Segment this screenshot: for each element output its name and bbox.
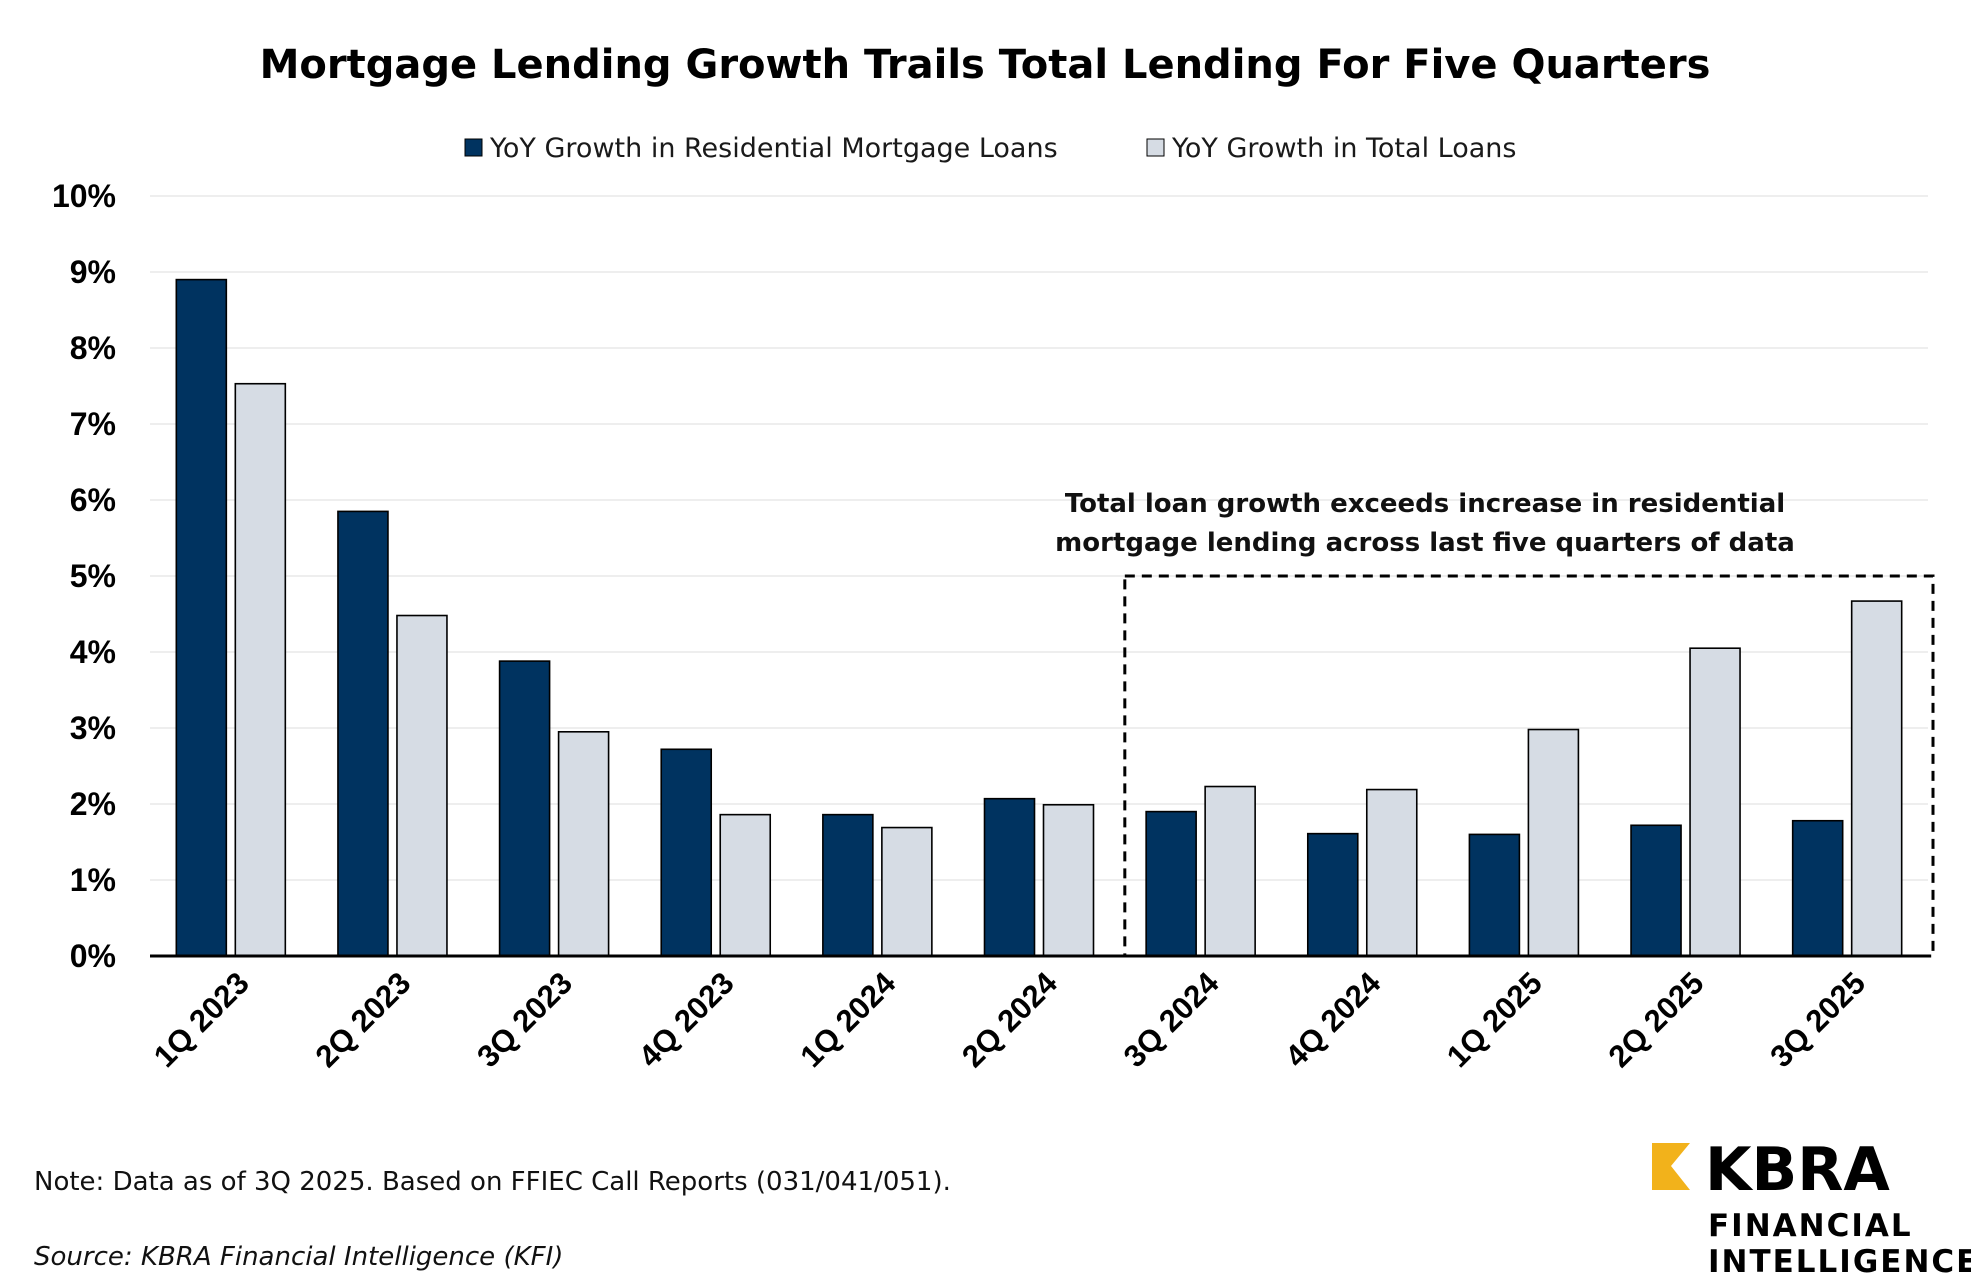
- bar-mortgage-2q-2023: [337, 510, 389, 957]
- legend: YoY Growth in Residential Mortgage Loans…: [464, 133, 1516, 164]
- bar-mortgage-3q-2025: [1791, 819, 1844, 957]
- brand-name: KBRA: [1705, 1135, 1890, 1205]
- chart-title: Mortgage Lending Growth Trails Total Len…: [260, 42, 1711, 88]
- y-tick-label: 4%: [70, 634, 116, 670]
- brand-line-2: INTELLIGENCE: [1708, 1244, 1971, 1280]
- x-tick-label: 3Q 2024: [1117, 965, 1226, 1074]
- annotation-line-1: Total loan growth exceeds increase in re…: [1065, 489, 1785, 519]
- footer-source: Source: KBRA Financial Intelligence (KFI…: [34, 1242, 563, 1272]
- footer-note: Note: Data as of 3Q 2025. Based on FFIEC…: [34, 1167, 951, 1197]
- x-tick-label: 4Q 2023: [632, 965, 741, 1074]
- y-tick-label: 9%: [70, 254, 116, 290]
- y-tick-label: 7%: [70, 406, 116, 442]
- bar-total-2q-2024: [1042, 803, 1095, 957]
- kbra-mark-icon: [1652, 1143, 1690, 1190]
- y-tick-label: 0%: [70, 938, 116, 974]
- bar-mortgage-4q-2023: [660, 748, 713, 957]
- x-axis-ticks: 1Q 2023 2Q 2023 3Q 2023 4Q 2023 1Q 2024 2Q 20…: [147, 965, 1872, 1074]
- y-tick-label: 10%: [52, 178, 116, 214]
- y-tick-label: 5%: [70, 558, 116, 594]
- bar-total-2q-2025: [1689, 647, 1741, 957]
- x-tick-label: 3Q 2023: [470, 965, 579, 1074]
- bar-total-4q-2024: [1365, 788, 1418, 957]
- legend-swatch-mortgage: [464, 138, 483, 157]
- legend-label-total: YoY Growth in Total Loans: [1171, 133, 1516, 164]
- bar-total-3q-2025: [1850, 600, 1903, 957]
- bar-total-3q-2023: [557, 730, 610, 957]
- bar-total-1q-2025: [1527, 728, 1580, 957]
- bar-mortgage-3q-2024: [1145, 810, 1197, 957]
- x-tick-label: 3Q 2025: [1763, 965, 1872, 1074]
- legend-swatch-total: [1146, 138, 1165, 157]
- y-tick-label: 6%: [70, 482, 116, 518]
- kbra-logo: KBRA FINANCIAL INTELLIGENCE: [1652, 1135, 1971, 1280]
- y-tick-label: 8%: [70, 330, 116, 366]
- bar-total-2q-2023: [396, 614, 448, 957]
- bar-mortgage-1q-2023: [175, 278, 228, 957]
- y-tick-label: 3%: [70, 710, 116, 746]
- legend-label-mortgage: YoY Growth in Residential Mortgage Loans: [489, 133, 1058, 164]
- bars: [175, 278, 1903, 957]
- bar-total-4q-2023: [719, 813, 772, 957]
- bar-mortgage-1q-2025: [1468, 833, 1521, 957]
- x-tick-label: 2Q 2025: [1602, 965, 1711, 1074]
- x-tick-label: 2Q 2023: [309, 965, 418, 1074]
- annotation-line-2: mortgage lending across last five quarte…: [1055, 528, 1795, 558]
- x-tick-label: 2Q 2024: [955, 965, 1064, 1074]
- x-tick-label: 1Q 2024: [793, 965, 902, 1074]
- bar-mortgage-1q-2024: [822, 813, 874, 957]
- y-axis-ticks: 0% 1% 2% 3% 4% 5% 6% 7% 8% 9% 10%: [52, 178, 116, 974]
- x-tick-label: 4Q 2024: [1278, 965, 1387, 1074]
- y-tick-label: 2%: [70, 786, 116, 822]
- x-tick-label: 1Q 2023: [147, 965, 256, 1074]
- y-tick-label: 1%: [70, 862, 116, 898]
- bar-total-3q-2024: [1204, 785, 1256, 957]
- bar-mortgage-2q-2025: [1630, 824, 1682, 957]
- x-tick-label: 1Q 2025: [1440, 965, 1549, 1074]
- bar-total-1q-2024: [881, 826, 933, 957]
- bar-mortgage-4q-2024: [1306, 832, 1359, 957]
- brand-line-1: FINANCIAL: [1708, 1208, 1913, 1244]
- bar-total-1q-2023: [234, 382, 287, 957]
- bar-mortgage-3q-2023: [498, 660, 551, 957]
- bar-mortgage-2q-2024: [983, 797, 1036, 957]
